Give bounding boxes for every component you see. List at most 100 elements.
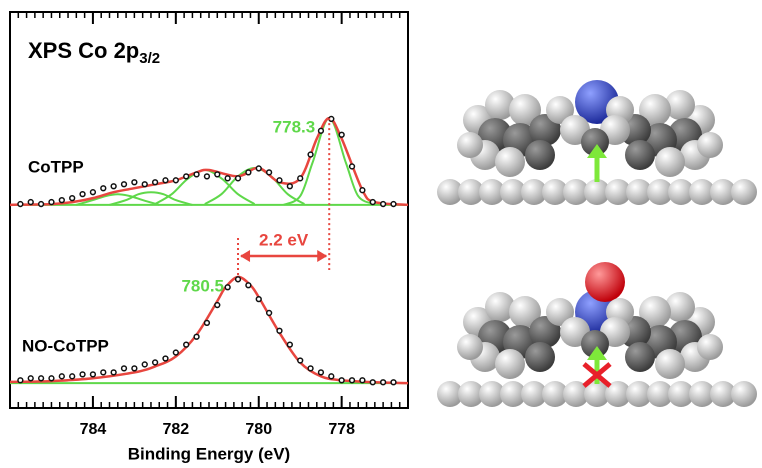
shift-label: 2.2 eV bbox=[259, 230, 309, 249]
atom bbox=[625, 342, 655, 372]
data-point bbox=[101, 186, 106, 191]
atom bbox=[625, 140, 655, 170]
data-point bbox=[59, 374, 64, 379]
data-point bbox=[267, 311, 272, 316]
data-point bbox=[39, 202, 44, 207]
data-point bbox=[381, 202, 386, 207]
data-point bbox=[360, 378, 365, 383]
data-point bbox=[91, 190, 96, 195]
atom bbox=[495, 147, 525, 177]
data-point bbox=[173, 178, 178, 183]
data-point bbox=[59, 198, 64, 203]
data-point bbox=[173, 350, 178, 355]
data-point bbox=[18, 378, 23, 383]
data-point bbox=[153, 360, 158, 365]
data-point bbox=[256, 166, 261, 171]
data-point bbox=[49, 376, 54, 381]
atom bbox=[731, 381, 757, 407]
data-point bbox=[360, 188, 365, 193]
data-point bbox=[319, 128, 324, 133]
atom bbox=[525, 140, 555, 170]
title-sub: 3/2 bbox=[139, 50, 160, 67]
atom bbox=[457, 132, 483, 158]
data-point bbox=[111, 370, 116, 375]
data-point bbox=[49, 200, 54, 205]
data-point bbox=[350, 378, 355, 383]
atom bbox=[655, 349, 685, 379]
data-point bbox=[350, 164, 355, 169]
data-point bbox=[101, 370, 106, 375]
peak-label: 778.3 bbox=[273, 118, 316, 137]
data-point bbox=[132, 180, 137, 185]
arrow-head bbox=[240, 250, 250, 262]
data-point bbox=[194, 172, 199, 177]
data-point bbox=[91, 372, 96, 377]
data-point bbox=[236, 176, 241, 181]
data-point bbox=[319, 370, 324, 375]
data-point bbox=[163, 178, 168, 183]
data-point bbox=[308, 152, 313, 157]
figure: XPS Co 2p3/2 Binding Energy (eV) 784 782 7… bbox=[0, 0, 762, 468]
molecule-illustrations bbox=[437, 80, 757, 407]
data-point bbox=[298, 176, 303, 181]
atom bbox=[731, 179, 757, 205]
data-point bbox=[246, 283, 251, 288]
data-point bbox=[308, 366, 313, 371]
data-point bbox=[287, 184, 292, 189]
data-point bbox=[298, 358, 303, 363]
data-point bbox=[142, 182, 147, 187]
data-point bbox=[205, 320, 210, 325]
data-point bbox=[391, 202, 396, 207]
data-point bbox=[339, 132, 344, 137]
atom bbox=[525, 342, 555, 372]
chart-title: XPS Co 2p3/2 bbox=[28, 38, 160, 67]
data-point bbox=[329, 374, 334, 379]
title-main: XPS Co 2p bbox=[28, 38, 139, 63]
data-point bbox=[277, 178, 282, 183]
x-tick-label: 780 bbox=[245, 421, 272, 438]
data-point bbox=[122, 366, 127, 371]
data-point bbox=[370, 200, 375, 205]
data-point bbox=[39, 376, 44, 381]
data-point bbox=[391, 380, 396, 385]
arrow-head bbox=[317, 250, 327, 262]
peak-label: 780.5 bbox=[181, 276, 224, 295]
data-point bbox=[194, 334, 199, 339]
data-point bbox=[80, 192, 85, 197]
data-point bbox=[28, 376, 33, 381]
data-point bbox=[184, 174, 189, 179]
data-point bbox=[111, 184, 116, 189]
x-tick-label: 778 bbox=[328, 421, 355, 438]
atom bbox=[697, 334, 723, 360]
data-point bbox=[163, 356, 168, 361]
series-label: CoTPP bbox=[28, 157, 84, 176]
data-point bbox=[215, 172, 220, 177]
data-point bbox=[287, 342, 292, 347]
data-point bbox=[122, 182, 127, 187]
data-point bbox=[184, 342, 189, 347]
data-point bbox=[80, 372, 85, 377]
x-tick-label: 784 bbox=[80, 421, 107, 438]
data-point bbox=[70, 196, 75, 201]
atom bbox=[457, 334, 483, 360]
data-point bbox=[246, 170, 251, 175]
data-point bbox=[225, 285, 230, 290]
data-point bbox=[381, 380, 386, 385]
data-point bbox=[236, 277, 241, 282]
data-point bbox=[18, 202, 23, 207]
data-point bbox=[132, 366, 137, 371]
x-tick-label: 782 bbox=[162, 421, 189, 438]
atom bbox=[585, 262, 625, 302]
data-point bbox=[370, 380, 375, 385]
page: {"chart_data": { "type": "line", "title"… bbox=[0, 0, 762, 468]
atom bbox=[655, 147, 685, 177]
data-point bbox=[28, 200, 33, 205]
series-label: NO-CoTPP bbox=[22, 336, 109, 355]
data-point bbox=[153, 180, 158, 185]
data-point bbox=[70, 374, 75, 379]
x-axis-label: Binding Energy (eV) bbox=[128, 444, 290, 463]
data-point bbox=[277, 328, 282, 333]
data-point bbox=[205, 174, 210, 179]
data-point bbox=[215, 303, 220, 308]
atom bbox=[495, 349, 525, 379]
